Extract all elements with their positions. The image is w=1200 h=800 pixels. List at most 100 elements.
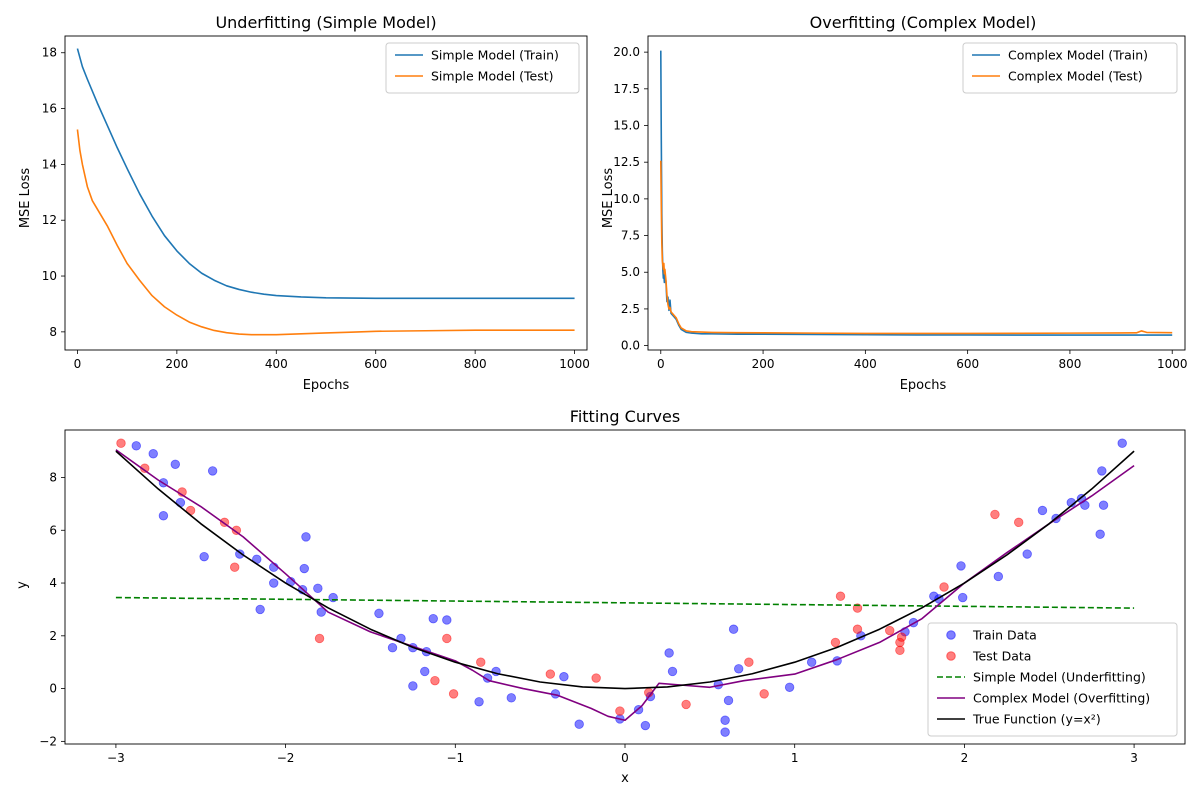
y-tick-label: 14 [42,157,57,171]
x-tick-label: 400 [854,357,877,371]
data-point [148,449,158,459]
axes-frame [64,429,1186,745]
data-point [1095,529,1105,539]
data-point [784,682,795,692]
series-line-complex-model-overfitting- [115,449,1135,722]
data-point [229,562,240,572]
plot-area [659,50,1173,336]
axes-frame [64,35,588,351]
y-tick-label: 2 [49,629,57,643]
data-point [939,582,949,592]
legend-label: Simple Model (Train) [431,48,559,63]
y-tick-label: 6 [49,523,57,537]
x-axis-label: Epochs [900,378,947,393]
data-point [895,645,905,656]
data-point [896,632,907,642]
data-point [835,591,846,601]
y-axis-label: MSE Loss [18,168,33,229]
y-tick-label: 12.5 [613,155,640,169]
data-point [993,571,1004,582]
data-point [1117,438,1127,448]
legend-label: Complex Model (Overfitting) [973,691,1150,706]
legend: Simple Model (Train) Simple Model (Test) [385,42,580,94]
data-point [591,673,601,683]
y-tick-label: 0 [49,682,57,696]
y-tick-label: 17.5 [613,82,640,96]
legend: Train Data Test Data Simple Model (Underfi… [927,622,1178,737]
x-tick-label: 1000 [559,357,590,371]
x-tick-label: 0 [74,357,82,371]
data-point [408,681,418,691]
y-tick-label: 8 [49,470,57,484]
x-axis-label: Epochs [303,378,350,393]
x-tick-label: 600 [364,357,387,371]
y-tick-label: 16 [42,102,57,116]
series-line-complex-model-test- [659,160,1173,335]
data-point [476,657,486,667]
x-tick-label: 0 [621,751,629,765]
data-point [957,592,968,603]
legend-label: Complex Model (Test) [1008,69,1143,84]
data-point [728,624,739,634]
series-train-data [131,438,1127,737]
y-tick-label: 20.0 [613,45,640,59]
y-tick-label: 15.0 [613,119,640,133]
chart-title: Underfitting (Simple Model) [215,13,436,32]
series-line-true-function-y-x- [115,450,1135,690]
data-point [448,689,459,699]
data-point [316,607,326,617]
data-point [474,697,484,707]
data-point [759,689,769,699]
overfitting-loss-chart: Overfitting (Complex Model) Epochs MSE L… [601,13,1187,393]
x-tick-label: 600 [956,357,979,371]
data-point [1022,549,1032,559]
x-tick-label: 1 [791,751,799,765]
data-point [207,466,218,476]
y-tick-label: 8 [49,325,57,339]
data-point [442,633,452,644]
data-point [990,509,1000,520]
legend: Complex Model (Train) Complex Model (Test… [962,42,1178,94]
data-point [1097,466,1107,476]
data-point [640,720,651,731]
series-line-simple-model-underfitting- [115,596,1135,609]
x-tick-label: 200 [752,357,775,371]
x-tick-label: 800 [1058,357,1081,371]
data-point [559,672,569,682]
x-tick-label: −3 [107,751,125,765]
legend-label: Train Data [972,628,1037,643]
data-point [428,613,438,624]
plot-area [115,438,1135,737]
data-point [506,693,517,703]
y-tick-label: 4 [49,576,57,590]
data-point [664,648,674,658]
data-point [387,642,398,653]
data-point [131,441,141,451]
y-tick-label: 10.0 [613,192,640,206]
legend-label: Simple Model (Test) [431,69,554,84]
x-tick-label: −2 [277,751,295,765]
chart-title: Overfitting (Complex Model) [810,13,1037,32]
x-tick-label: −1 [446,751,464,765]
x-axis-label: x [621,771,629,786]
axes-frame [647,35,1186,351]
data-point [374,608,384,619]
y-tick-label: 5.0 [621,265,640,279]
underfitting-loss-chart: Underfitting (Simple Model) Epochs MSE L… [18,13,590,393]
data-point [170,459,181,470]
data-point [269,578,279,588]
data-point [255,604,265,615]
x-tick-label: 200 [165,357,188,371]
y-axis-label: MSE Loss [601,168,616,229]
data-point [806,657,817,667]
data-point [830,637,841,648]
y-tick-label: 2.5 [621,302,640,316]
y-tick-label: 18 [42,46,57,60]
y-tick-label: 12 [42,213,57,227]
legend-label: Test Data [972,649,1031,664]
series-line-simple-model-train- [76,48,575,300]
legend-marker [946,651,956,661]
y-axis-label: y [15,581,30,589]
x-tick-label: 800 [464,357,487,371]
